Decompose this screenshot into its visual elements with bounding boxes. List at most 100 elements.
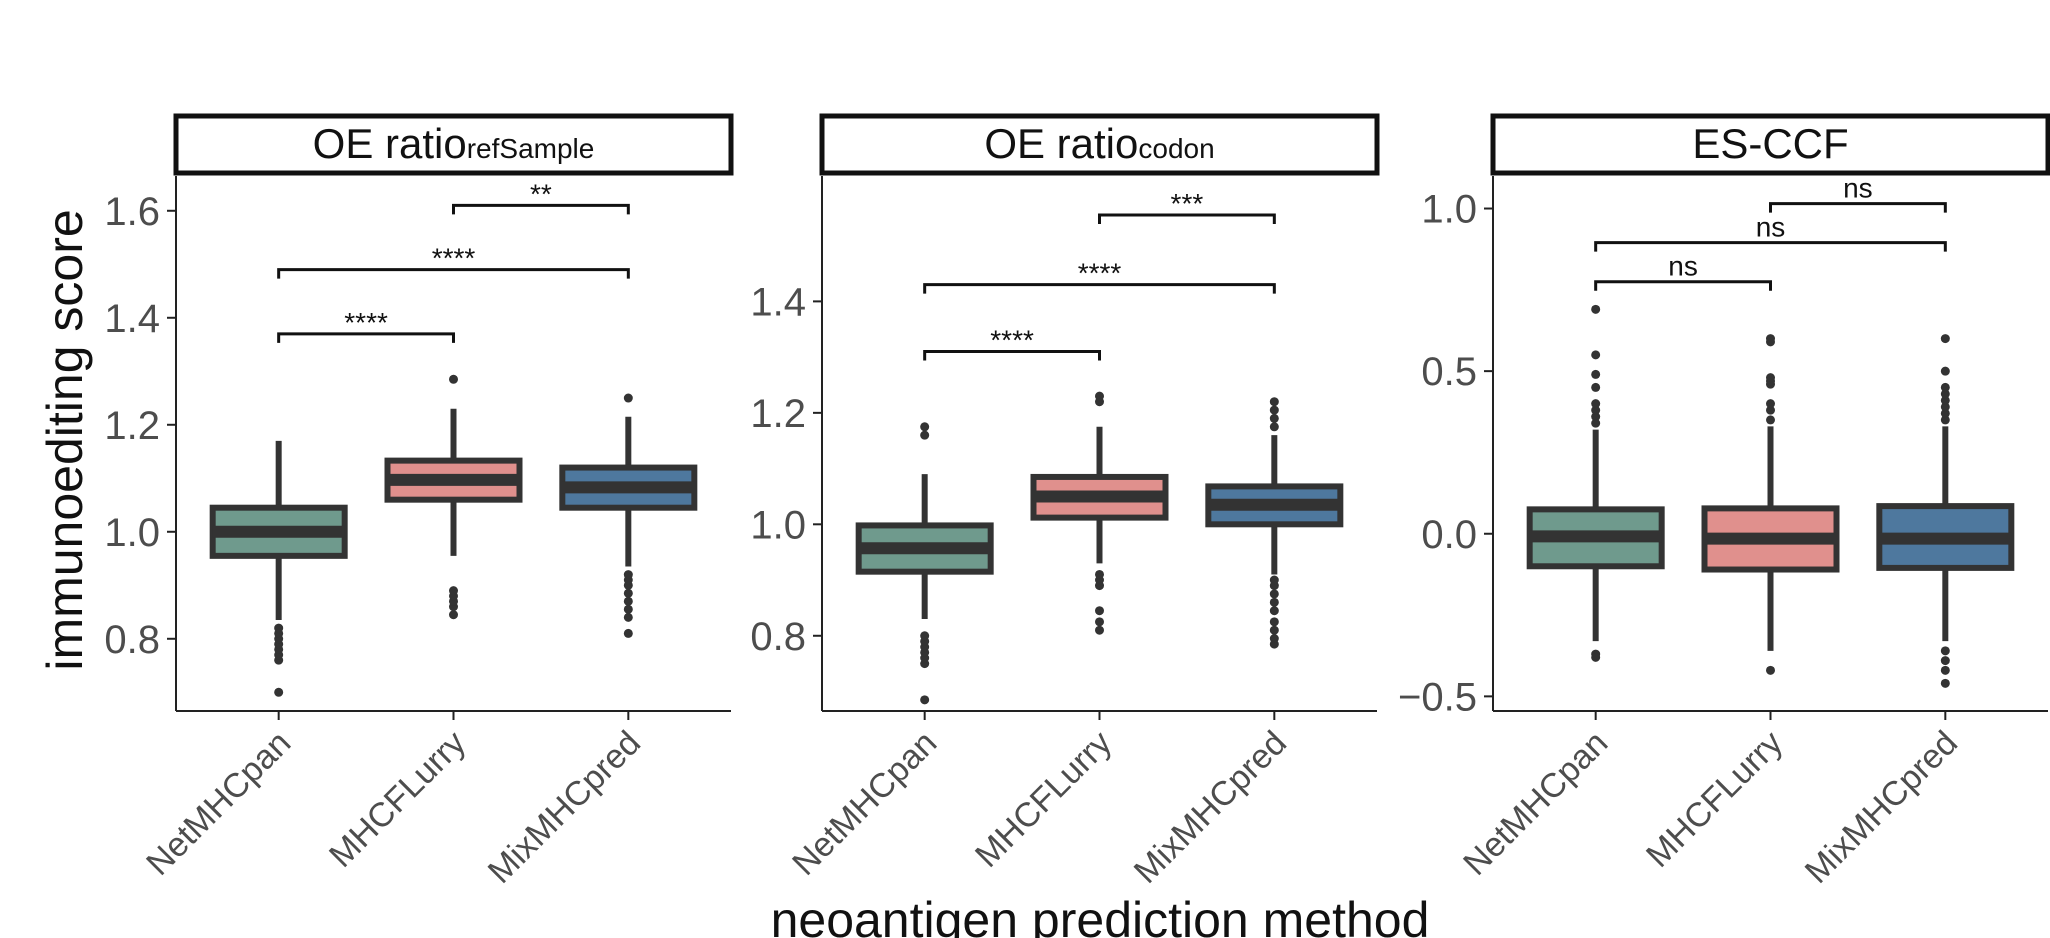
comparison-bracket <box>1594 241 1947 252</box>
outlier-point <box>1269 397 1279 407</box>
y-tick-label: 1.4 <box>104 297 160 341</box>
y-tick-label: 1.4 <box>750 280 806 324</box>
outlier-point <box>1591 405 1601 415</box>
strip-title-main: OE ratio <box>984 120 1138 167</box>
outlier-point <box>920 695 930 705</box>
x-axis-title: neoantigen prediction method <box>771 892 1430 938</box>
outlier-point <box>1591 369 1601 379</box>
outlier-point <box>1766 373 1775 383</box>
outlier-point <box>1940 334 1950 344</box>
strip-title-subscript: codon <box>1138 133 1214 164</box>
outlier-point <box>1269 589 1279 599</box>
significance-label: **** <box>344 307 388 338</box>
y-tick-label: 0.8 <box>750 615 806 659</box>
y-tick-label: 1.0 <box>104 511 160 555</box>
outlier-point <box>1766 415 1775 425</box>
x-tick-label: MixMHCpred <box>1127 724 1294 891</box>
significance-label: *** <box>1171 188 1204 219</box>
outlier-point <box>920 631 930 641</box>
outlier-point <box>1940 389 1950 399</box>
outlier-point <box>1940 646 1950 656</box>
outlier-point <box>1269 597 1279 607</box>
outlier-point <box>623 628 633 638</box>
outlier-point <box>1940 382 1950 392</box>
outlier-point <box>1940 415 1950 425</box>
outlier-point <box>1591 399 1601 409</box>
outlier-point <box>1269 413 1279 423</box>
outlier-point <box>623 596 633 606</box>
comparison-bracket <box>923 350 1101 361</box>
comparison-bracket <box>277 332 455 343</box>
comparison-bracket <box>277 268 630 279</box>
x-tick-label: NetMHCpan <box>785 724 944 883</box>
outlier-point <box>1269 575 1279 585</box>
outlier-point <box>1766 665 1775 675</box>
significance-label: ns <box>1756 212 1786 243</box>
comparison-bracket <box>1594 280 1772 291</box>
outlier-point <box>1766 399 1775 409</box>
panel-2: OE ratiocodon 0.8 1.0 1.2 1.4 NetMHCpan MHCFLu… <box>750 113 1380 891</box>
x-tick-label: MixMHCpred <box>481 724 648 891</box>
outlier-point <box>623 588 633 598</box>
significance-label: ** <box>530 178 552 209</box>
y-tick-label: 0.5 <box>1421 350 1477 394</box>
outlier-point <box>920 422 930 432</box>
x-tick-label: NetMHCpan <box>139 724 298 883</box>
panel-1: OE ratiorefSample 0.8 1.0 1.2 1.4 1.6 NetMHCpa… <box>104 113 734 891</box>
y-tick-label: 1.0 <box>750 503 806 547</box>
x-tick-label: MHCFLurry <box>968 724 1119 875</box>
outlier-point <box>449 586 458 596</box>
strip-title: OE ratiocodon <box>984 120 1214 167</box>
outlier-point <box>1940 402 1950 412</box>
y-tick-label: −0.5 <box>1398 675 1477 719</box>
strip-header <box>1490 113 2050 176</box>
comparison-bracket <box>452 203 630 215</box>
outlier-point <box>1591 304 1601 314</box>
outlier-point <box>1095 606 1104 616</box>
x-tick-label: MHCFLurry <box>1639 724 1790 875</box>
outlier-point <box>1591 350 1601 360</box>
outlier-point <box>1940 366 1950 376</box>
x-tick-label: NetMHCpan <box>1456 724 1615 883</box>
outlier-point <box>1940 665 1950 675</box>
outlier-point <box>1269 606 1279 616</box>
strip-title-main: OE ratio <box>313 120 467 167</box>
significance-label: **** <box>990 325 1034 356</box>
y-tick-label: 1.2 <box>750 392 806 436</box>
outlier-point <box>1766 405 1775 415</box>
outlier-point <box>274 623 284 633</box>
y-axis-title: immunoediting score <box>37 209 93 670</box>
strip-title-main: ES-CCF <box>1692 120 1848 167</box>
strip-header <box>173 113 734 176</box>
outlier-point <box>1269 617 1279 627</box>
y-tick-label: 1.2 <box>104 404 160 448</box>
outlier-point <box>920 430 930 440</box>
outlier-point <box>1940 656 1950 666</box>
significance-label: ns <box>1843 173 1873 204</box>
outlier-point <box>1095 625 1104 635</box>
strip-title: OE ratiorefSample <box>313 120 595 167</box>
y-tick-label: 0.0 <box>1421 513 1477 557</box>
outlier-point <box>1269 625 1279 635</box>
outlier-point <box>623 612 633 622</box>
outlier-point <box>1940 408 1950 418</box>
outlier-point <box>1591 418 1601 428</box>
comparison-bracket <box>923 283 1276 294</box>
outlier-point <box>1269 422 1279 432</box>
significance-label: ns <box>1668 251 1698 282</box>
outlier-point <box>623 393 633 403</box>
x-tick-label: MHCFLurry <box>322 724 473 875</box>
outlier-point <box>1766 334 1775 344</box>
outlier-point <box>623 570 633 580</box>
significance-label: **** <box>1078 258 1122 289</box>
outlier-point <box>1095 617 1104 627</box>
strip-header <box>819 113 1380 176</box>
outlier-point <box>1940 395 1950 405</box>
outlier-point <box>274 687 284 697</box>
y-tick-label: 0.8 <box>104 618 160 662</box>
y-tick-label: 1.6 <box>104 190 160 234</box>
significance-label: **** <box>432 243 476 274</box>
outlier-point <box>1269 634 1279 644</box>
outlier-point <box>1095 391 1104 401</box>
